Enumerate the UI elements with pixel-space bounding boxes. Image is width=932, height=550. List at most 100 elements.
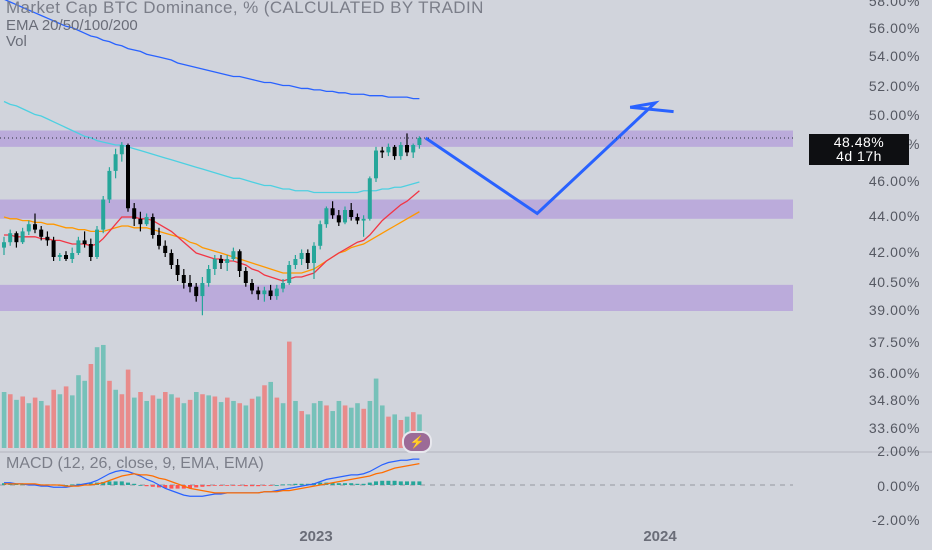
volume-bar xyxy=(125,369,131,448)
price-axis-tick: 33.60% xyxy=(868,420,920,436)
candle-body xyxy=(262,290,267,295)
volume-histogram xyxy=(1,341,422,448)
volume-bar xyxy=(411,412,416,448)
last-price-badge: 48.48% 4d 17h xyxy=(809,134,909,165)
ema-100-line xyxy=(3,100,420,194)
candle-body xyxy=(20,231,25,243)
candle-body xyxy=(219,259,223,263)
macd-histogram-bar xyxy=(330,482,335,485)
macd-histogram-bar xyxy=(287,484,292,486)
price-axis-tick: 50.00% xyxy=(868,107,920,123)
macd-histogram-bar xyxy=(126,482,130,485)
candle-body xyxy=(392,146,397,157)
price-axis-tick: 39.00% xyxy=(868,302,920,318)
candle-body xyxy=(57,255,62,257)
volume-bar xyxy=(8,394,13,448)
macd-histogram-bar xyxy=(169,485,174,489)
volume-bar xyxy=(243,405,249,448)
volume-bar xyxy=(293,400,298,448)
volume-bar xyxy=(175,397,180,448)
time-axis-tick: 2023 xyxy=(299,528,333,545)
legend-vol[interactable]: Vol xyxy=(6,33,27,50)
price-axis-tick: 34.80% xyxy=(868,392,920,408)
volume-bar xyxy=(218,402,224,448)
price-axis-tick: 37.50% xyxy=(868,334,920,350)
candle-body xyxy=(318,224,323,246)
volume-bar xyxy=(57,394,63,448)
macd-histogram-bar xyxy=(119,481,124,485)
candle-body xyxy=(26,224,31,232)
volume-bar xyxy=(138,392,143,448)
volume-bar xyxy=(63,386,69,448)
time-axis-tick: 2024 xyxy=(643,528,677,545)
volume-bar xyxy=(342,405,348,448)
macd-histogram-bar xyxy=(107,481,112,485)
volume-bar xyxy=(26,403,32,448)
volume-bar xyxy=(225,397,230,448)
candle-body xyxy=(138,218,143,225)
volume-bar xyxy=(349,407,354,448)
candle-body xyxy=(343,210,347,223)
volume-bar xyxy=(144,400,149,448)
legend-title[interactable]: Market Cap BTC Dominance, % (CALCULATED … xyxy=(6,0,484,17)
price-axis-tick: 58.00% xyxy=(868,0,920,9)
ema-20-line xyxy=(4,190,420,282)
macd-histogram-bar xyxy=(64,485,68,486)
macd-panel xyxy=(0,451,932,497)
volume-bar xyxy=(150,395,156,448)
volume-bar xyxy=(94,347,100,448)
candle-body xyxy=(361,218,366,221)
macd-histogram-bar xyxy=(336,483,341,485)
volume-bar xyxy=(101,344,106,448)
price-axis-tick: 42.00% xyxy=(868,244,920,260)
legend-macd[interactable]: MACD (12, 26, close, 9, EMA, EMA) xyxy=(6,455,264,472)
macd-histogram-bar xyxy=(293,483,298,485)
macd-histogram-bar xyxy=(367,482,372,485)
price-axis-tick: 54.00% xyxy=(868,48,920,64)
candle-body xyxy=(225,259,230,263)
macd-histogram-bar xyxy=(343,483,347,485)
volume-bar xyxy=(380,405,385,448)
candle-body xyxy=(330,208,335,216)
macd-histogram-bar xyxy=(361,483,366,485)
candle-body xyxy=(212,259,217,269)
volume-bar xyxy=(299,411,304,448)
volume-bar xyxy=(231,400,236,448)
legend-ema[interactable]: EMA 20/50/100/200 xyxy=(6,17,138,34)
lightning-bolt-icon[interactable]: ⚡ xyxy=(402,431,432,453)
candle-countdown: 4d 17h xyxy=(836,148,882,164)
price-axis-tick: 40.50% xyxy=(868,274,920,290)
volume-bar xyxy=(169,394,174,448)
macd-histogram-bar xyxy=(194,485,199,488)
ema-200-line xyxy=(4,0,420,100)
price-zone xyxy=(0,284,793,311)
candle-body xyxy=(380,150,385,153)
candle-body xyxy=(157,235,161,246)
volume-bar xyxy=(82,380,87,448)
price-zone xyxy=(0,130,793,147)
volume-bar xyxy=(386,416,391,448)
macd-histogram-bar xyxy=(70,484,75,486)
volume-bar xyxy=(194,392,199,448)
candle-body xyxy=(287,265,292,283)
volume-bar xyxy=(287,341,292,448)
candle-body xyxy=(206,269,211,283)
macd-histogram-bar xyxy=(150,485,155,487)
candle-body xyxy=(324,208,329,225)
volume-bar xyxy=(51,389,56,448)
volume-bar xyxy=(361,408,366,448)
candle-body xyxy=(243,271,248,283)
candle-body xyxy=(64,255,68,259)
candle-body xyxy=(281,283,285,289)
macd-histogram-bar xyxy=(132,483,137,485)
candle-body xyxy=(150,217,155,235)
macd-histogram-bar xyxy=(374,481,378,485)
price-axis-tick: 56.00% xyxy=(868,20,920,36)
volume-bar xyxy=(1,392,7,448)
macd-histogram-bar xyxy=(262,485,267,486)
macd-histogram-bar xyxy=(157,485,161,488)
macd-histogram-bar xyxy=(200,485,205,487)
candle-body xyxy=(374,150,378,179)
macd-axis-tick: 0.00% xyxy=(877,478,920,494)
